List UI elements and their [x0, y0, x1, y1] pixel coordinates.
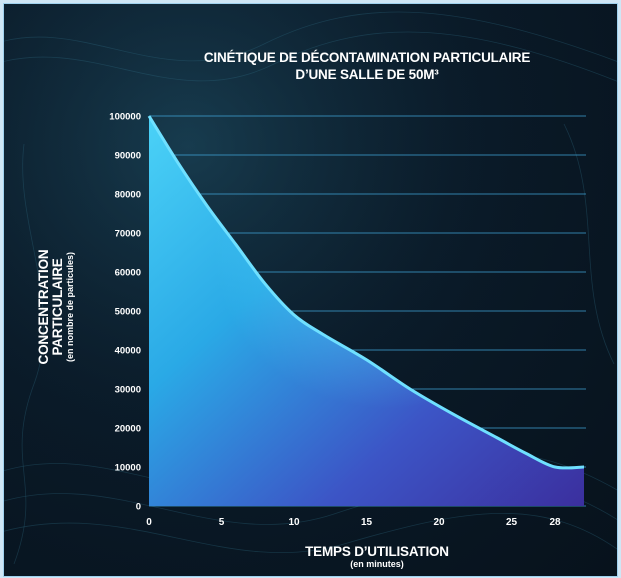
area-glow [149, 116, 584, 506]
y-tick-label: 0 [136, 502, 141, 513]
area-series [147, 115, 585, 506]
chart-title-line-2: D’UNE SALLE DE 50M³ [295, 67, 439, 82]
x-axis-title-main: TEMPS D’UTILISATION [305, 544, 449, 559]
x-tick-label: 5 [219, 517, 225, 528]
y-tick-label: 40000 [115, 346, 141, 357]
y-axis-title-line-2: PARTICULAIRE [50, 258, 65, 355]
chart-title-line-1: CINÉTIQUE DE DÉCONTAMINATION PARTICULAIR… [204, 50, 530, 65]
x-tick-label: 25 [506, 517, 518, 528]
x-tick-label: 20 [433, 517, 445, 528]
chart-frame: 0 10000 20000 30000 40000 50000 60000 70000 8000… [3, 3, 618, 577]
x-axis-subtitle: (en minutes) [350, 559, 404, 569]
chart: 0 10000 20000 30000 40000 50000 60000 70000 8000… [4, 4, 617, 576]
y-axis-ticks: 0 10000 20000 30000 40000 50000 60000 70000 8000… [109, 112, 141, 513]
x-tick-label: 15 [361, 517, 373, 528]
y-tick-label: 60000 [115, 268, 141, 279]
chart-title: CINÉTIQUE DE DÉCONTAMINATION PARTICULAIR… [204, 50, 531, 82]
y-axis-title-line-1: CONCENTRATION [36, 250, 51, 365]
x-tick-label: 0 [146, 517, 152, 528]
x-axis-title: TEMPS D’UTILISATION (en minutes) [305, 544, 449, 569]
x-tick-label: 28 [549, 517, 561, 528]
y-tick-label: 100000 [109, 112, 141, 123]
y-tick-label: 20000 [115, 424, 141, 435]
x-tick-label: 10 [288, 517, 300, 528]
y-tick-label: 10000 [115, 463, 141, 474]
y-axis-subtitle: (en nombre de particules) [65, 252, 75, 362]
y-tick-label: 90000 [115, 151, 141, 162]
y-axis-title: CONCENTRATION PARTICULAIRE (en nombre de… [36, 250, 75, 365]
y-tick-label: 50000 [115, 307, 141, 318]
y-tick-label: 80000 [115, 190, 141, 201]
y-tick-label: 70000 [115, 229, 141, 240]
series-line [147, 115, 585, 470]
x-axis-ticks: 0 5 10 15 20 25 28 [146, 517, 561, 528]
y-tick-label: 30000 [115, 385, 141, 396]
